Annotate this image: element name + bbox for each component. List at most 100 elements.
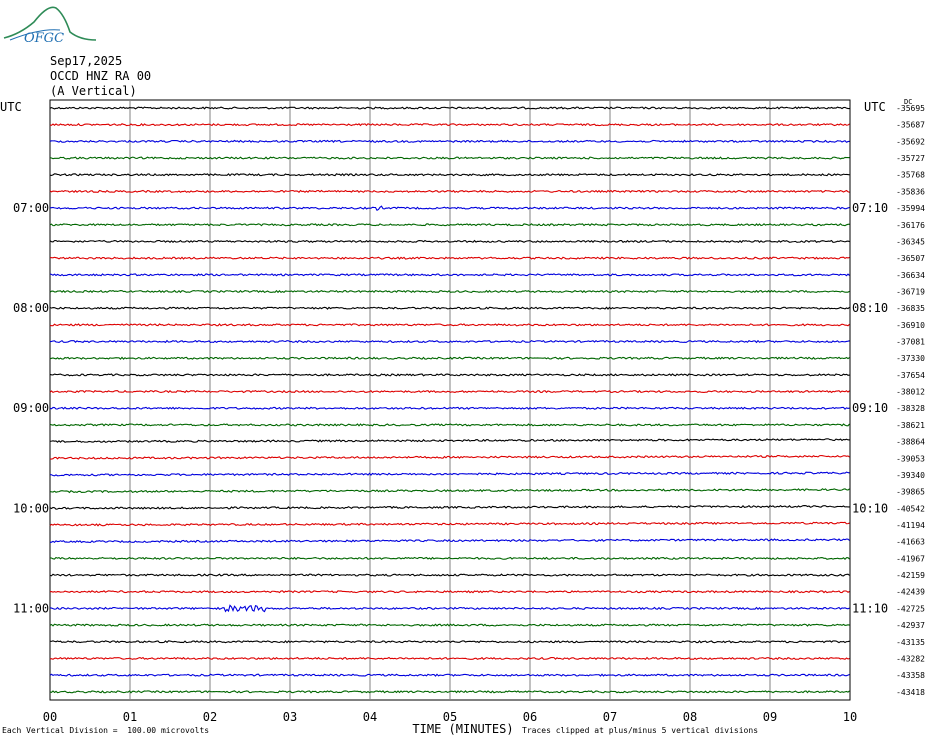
seismic-trace bbox=[49, 273, 850, 277]
x-tick-label: 02 bbox=[203, 710, 217, 724]
seismic-trace bbox=[49, 223, 850, 227]
seismic-trace bbox=[49, 156, 850, 160]
left-hour-label: 07:00 bbox=[13, 201, 49, 215]
dc-offset-label: -42439 bbox=[896, 588, 925, 597]
x-tick-label: 00 bbox=[43, 710, 57, 724]
dc-offset-label: -35692 bbox=[896, 137, 925, 146]
logo-text: OFGC bbox=[24, 31, 64, 46]
dc-offset-label: -38012 bbox=[896, 388, 925, 397]
dc-offset-label: -43135 bbox=[896, 638, 925, 647]
dc-offset-label: -39340 bbox=[896, 471, 925, 480]
seismic-trace bbox=[49, 640, 850, 644]
right-hour-label: 07:10 bbox=[852, 201, 888, 215]
seismic-trace bbox=[49, 573, 850, 577]
x-tick-label: 07 bbox=[603, 710, 617, 724]
left-hour-label: 11:00 bbox=[13, 601, 49, 615]
seismic-trace bbox=[49, 504, 850, 510]
dc-offset-label: -36634 bbox=[896, 271, 925, 280]
x-tick-label: 04 bbox=[363, 710, 377, 724]
seismic-trace bbox=[49, 373, 850, 377]
dc-offset-label: -37330 bbox=[896, 354, 925, 363]
dc-offset-label: -37654 bbox=[896, 371, 925, 380]
seismic-trace bbox=[49, 189, 850, 194]
dc-offset-label: -42159 bbox=[896, 571, 925, 580]
x-tick-label: 03 bbox=[283, 710, 297, 724]
x-tick-label: 10 bbox=[843, 710, 857, 724]
left-hour-label: 09:00 bbox=[13, 401, 49, 415]
x-tick-label: 01 bbox=[123, 710, 137, 724]
x-axis-label: TIME (MINUTES) bbox=[412, 722, 513, 736]
dc-offset-label: -43418 bbox=[896, 688, 925, 697]
seismic-trace bbox=[49, 106, 850, 110]
x-tick-label: 06 bbox=[523, 710, 537, 724]
right-hour-label: 09:10 bbox=[852, 401, 888, 415]
clip-note: Traces clipped at plus/minus 5 vertical … bbox=[522, 726, 759, 735]
dc-offset-label: -36910 bbox=[896, 321, 925, 330]
chart-date: Sep17,2025 bbox=[50, 54, 123, 68]
seismic-trace bbox=[49, 538, 850, 544]
dc-offset-label: -43358 bbox=[896, 671, 925, 680]
dc-offset-label: -35994 bbox=[896, 204, 925, 213]
seismic-trace bbox=[49, 623, 850, 627]
dc-label: DC bbox=[904, 98, 912, 106]
dc-offset-label: -36176 bbox=[896, 221, 925, 230]
dc-offset-label: -39865 bbox=[896, 488, 925, 497]
seismic-trace bbox=[49, 356, 850, 360]
seismic-trace bbox=[49, 289, 850, 294]
left-hour-label: 10:00 bbox=[13, 501, 49, 515]
seismic-trace bbox=[49, 139, 850, 144]
seismic-trace bbox=[49, 454, 850, 460]
seismic-trace bbox=[49, 256, 850, 260]
seismic-trace bbox=[49, 471, 850, 477]
dc-offset-label: -42937 bbox=[896, 621, 925, 630]
dc-offset-label: -42725 bbox=[896, 604, 925, 613]
seismic-trace bbox=[49, 205, 850, 212]
dc-offset-label: -35727 bbox=[896, 154, 925, 163]
seismic-trace bbox=[49, 389, 850, 394]
seismic-trace bbox=[49, 323, 850, 327]
seismic-trace bbox=[49, 239, 850, 244]
dc-offset-label: -38621 bbox=[896, 421, 925, 430]
dc-offset-label: -36507 bbox=[896, 254, 925, 263]
x-tick-label: 09 bbox=[763, 710, 777, 724]
right-hour-label: 08:10 bbox=[852, 301, 888, 315]
dc-offset-label: -35687 bbox=[896, 121, 925, 130]
seismic-trace bbox=[49, 423, 850, 427]
seismic-trace bbox=[49, 604, 850, 613]
dc-offset-label: -35695 bbox=[896, 104, 925, 113]
right-hour-label: 11:10 bbox=[852, 601, 888, 615]
dc-offset-label: -35836 bbox=[896, 187, 925, 196]
seismic-trace bbox=[49, 306, 850, 310]
dc-offset-label: -37081 bbox=[896, 338, 925, 347]
seismic-trace bbox=[49, 438, 850, 443]
dc-offset-label: -38328 bbox=[896, 404, 925, 413]
x-tick-label: 05 bbox=[443, 710, 457, 724]
dc-offset-label: -36719 bbox=[896, 287, 925, 296]
seismic-trace bbox=[49, 690, 850, 694]
station-code: OCCD HNZ RA 00 bbox=[50, 69, 152, 83]
dc-offset-label: -41967 bbox=[896, 554, 925, 563]
seismic-trace bbox=[49, 339, 850, 344]
seismic-trace bbox=[49, 673, 850, 677]
ofgc-logo: OFGC bbox=[3, 6, 97, 46]
dc-offset-label: -41663 bbox=[896, 538, 925, 547]
dc-offset-label: -41194 bbox=[896, 521, 925, 530]
dc-offset-label: -36835 bbox=[896, 304, 925, 313]
dc-offset-label: -40542 bbox=[896, 504, 925, 513]
scale-note: Each Vertical Division = 100.00 microvol… bbox=[2, 726, 210, 735]
x-tick-label: 08 bbox=[683, 710, 697, 724]
dc-offset-label: -39053 bbox=[896, 454, 925, 463]
seismic-trace bbox=[49, 556, 850, 561]
seismic-trace bbox=[49, 406, 850, 410]
seismic-trace bbox=[49, 488, 850, 494]
dc-offset-label: -38864 bbox=[896, 438, 925, 447]
seismic-trace bbox=[49, 590, 850, 594]
seismic-trace bbox=[49, 173, 850, 177]
seismic-trace bbox=[49, 122, 850, 127]
component-label: (A Vertical) bbox=[50, 84, 137, 98]
left-hour-label: 08:00 bbox=[13, 301, 49, 315]
dc-offset-label: -43282 bbox=[896, 654, 925, 663]
right-utc-label: UTC bbox=[864, 100, 886, 114]
seismic-trace bbox=[49, 656, 850, 661]
